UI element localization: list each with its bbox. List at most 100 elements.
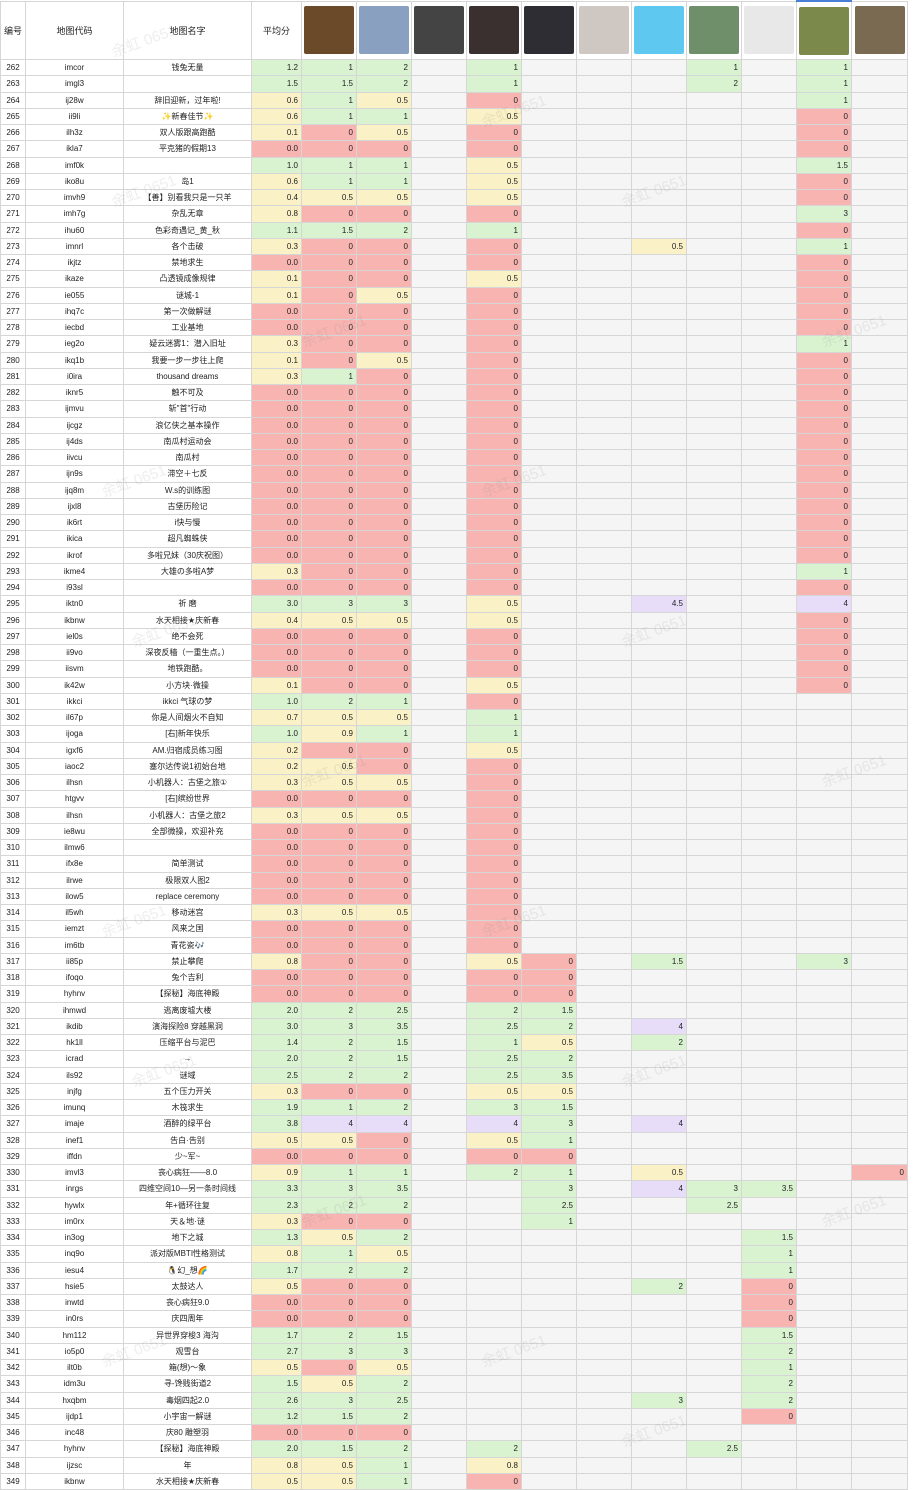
score-cell[interactable] (851, 578, 908, 597)
score-cell[interactable]: 0 (796, 530, 852, 548)
average-score-cell[interactable]: 0.0 (251, 627, 302, 646)
map-code-cell[interactable]: icrad (25, 1050, 124, 1068)
score-cell[interactable]: 0 (466, 887, 522, 906)
score-cell[interactable] (576, 497, 632, 516)
score-cell[interactable] (521, 156, 577, 174)
score-cell[interactable] (851, 270, 908, 288)
score-cell[interactable] (631, 497, 687, 516)
row-id-cell[interactable]: 291 (0, 530, 26, 548)
score-cell[interactable] (631, 1245, 687, 1263)
average-score-cell[interactable]: 0.5 (251, 1131, 302, 1149)
score-cell[interactable] (521, 920, 577, 938)
score-cell[interactable] (686, 1017, 742, 1036)
score-cell[interactable] (411, 58, 467, 77)
score-cell[interactable]: 0 (356, 1212, 412, 1231)
average-score-cell[interactable]: 0.8 (251, 1456, 302, 1474)
score-cell[interactable]: 0 (796, 546, 852, 564)
score-cell[interactable]: 0 (466, 205, 522, 223)
map-code-cell[interactable]: ilrwe (25, 871, 124, 889)
score-cell[interactable]: 0 (301, 936, 357, 954)
score-cell[interactable] (796, 1082, 852, 1101)
row-id-cell[interactable]: 270 (0, 188, 26, 207)
score-cell[interactable] (521, 1407, 577, 1426)
score-cell[interactable] (521, 270, 577, 288)
map-name-cell[interactable]: 斩"首"行动 (123, 400, 252, 418)
score-cell[interactable] (686, 1228, 742, 1247)
map-name-cell[interactable]: 平克猪的假期13 (123, 140, 252, 158)
header-id[interactable]: 编号 (0, 0, 26, 60)
score-cell[interactable] (631, 1375, 687, 1393)
score-cell[interactable]: 0.5 (356, 123, 412, 142)
score-cell[interactable] (521, 546, 577, 564)
row-id-cell[interactable]: 338 (0, 1293, 26, 1312)
score-cell[interactable] (796, 1277, 852, 1296)
score-cell[interactable]: 0 (466, 871, 522, 889)
map-code-cell[interactable]: inrgs (25, 1180, 124, 1198)
score-cell[interactable] (576, 741, 632, 759)
score-cell[interactable]: 0 (356, 920, 412, 938)
score-cell[interactable]: 1 (466, 58, 522, 77)
map-code-cell[interactable]: imunq (25, 1098, 124, 1117)
score-cell[interactable] (686, 1147, 742, 1166)
row-id-cell[interactable]: 341 (0, 1342, 26, 1361)
row-id-cell[interactable]: 285 (0, 432, 26, 451)
score-cell[interactable]: 2 (301, 1050, 357, 1068)
row-id-cell[interactable]: 349 (0, 1472, 26, 1490)
score-cell[interactable] (851, 546, 908, 564)
score-cell[interactable] (411, 188, 467, 207)
score-cell[interactable]: 0 (301, 530, 357, 548)
map-name-cell[interactable]: 触不可及 (123, 383, 252, 402)
score-cell[interactable]: 0.5 (466, 741, 522, 759)
header-avatar-5[interactable] (521, 0, 577, 60)
score-cell[interactable]: 0 (301, 968, 357, 987)
score-cell[interactable] (741, 270, 797, 288)
score-cell[interactable] (741, 871, 797, 889)
score-cell[interactable] (686, 1423, 742, 1442)
score-cell[interactable]: 0 (796, 432, 852, 451)
score-cell[interactable]: 0 (356, 416, 412, 434)
score-cell[interactable]: 1 (301, 91, 357, 109)
score-cell[interactable]: 0 (796, 221, 852, 239)
score-cell[interactable] (741, 1212, 797, 1231)
score-cell[interactable] (411, 578, 467, 597)
average-score-cell[interactable]: 0.0 (251, 855, 302, 873)
score-cell[interactable] (686, 1293, 742, 1312)
score-cell[interactable] (411, 1115, 467, 1133)
score-cell[interactable] (851, 1066, 908, 1084)
map-code-cell[interactable]: io5p0 (25, 1342, 124, 1361)
score-cell[interactable] (631, 1261, 687, 1279)
score-cell[interactable]: 0 (301, 1147, 357, 1166)
map-code-cell[interactable]: hyhnv (25, 985, 124, 1003)
map-name-cell[interactable]: 工业基地 (123, 318, 252, 337)
map-code-cell[interactable]: ihq7c (25, 302, 124, 321)
average-score-cell[interactable]: 0.5 (251, 1277, 302, 1296)
score-cell[interactable] (851, 91, 908, 109)
score-cell[interactable]: 2 (356, 1228, 412, 1247)
map-name-cell[interactable]: 色彩奇遇记_黄_秋 (123, 221, 252, 239)
score-cell[interactable] (521, 221, 577, 239)
score-cell[interactable] (851, 188, 908, 207)
score-cell[interactable]: 0 (796, 578, 852, 597)
average-score-cell[interactable]: 3.0 (251, 595, 302, 613)
row-id-cell[interactable]: 302 (0, 708, 26, 727)
map-code-cell[interactable]: ie8wu (25, 822, 124, 841)
map-name-cell[interactable]: 【探秘】海底神殿 (123, 985, 252, 1003)
score-cell[interactable] (851, 432, 908, 451)
score-cell[interactable] (851, 838, 908, 857)
score-cell[interactable] (576, 1310, 632, 1328)
score-cell[interactable] (521, 1456, 577, 1474)
score-cell[interactable]: 0 (356, 530, 412, 548)
score-cell[interactable] (796, 773, 852, 792)
map-name-cell[interactable]: 谜城-1 (123, 286, 252, 304)
score-cell[interactable] (686, 546, 742, 564)
score-cell[interactable]: 3 (631, 1391, 687, 1409)
score-cell[interactable] (686, 1342, 742, 1361)
score-cell[interactable] (411, 1212, 467, 1231)
score-cell[interactable] (411, 1163, 467, 1182)
score-cell[interactable]: 1 (741, 1358, 797, 1377)
score-cell[interactable] (741, 838, 797, 857)
score-cell[interactable] (631, 383, 687, 402)
score-cell[interactable]: 2 (466, 1440, 522, 1458)
average-score-cell[interactable]: 0.1 (251, 351, 302, 369)
score-cell[interactable]: 0.5 (301, 806, 357, 824)
